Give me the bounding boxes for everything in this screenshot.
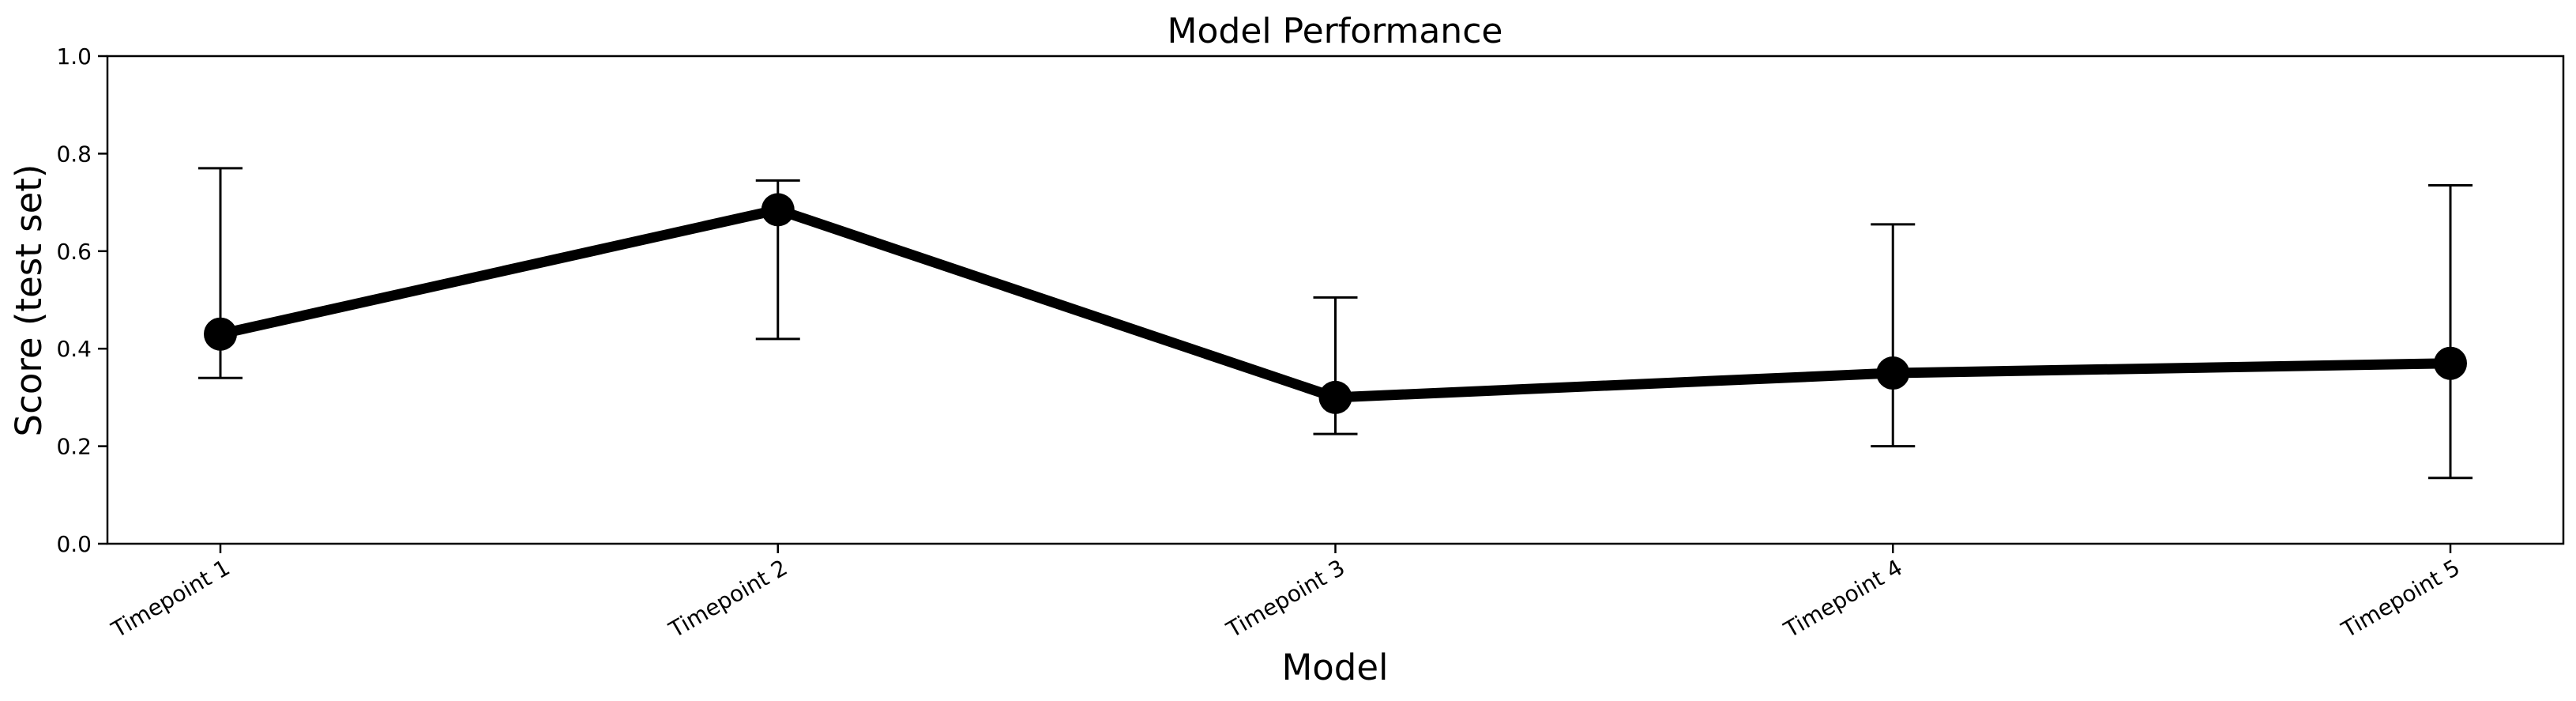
x-tick-label: Timepoint 4 [1779,554,1907,643]
data-point [204,317,237,351]
y-tick-label: 0.0 [56,531,92,557]
y-tick-label: 0.4 [56,336,92,362]
y-tick-label: 1.0 [56,43,92,70]
x-tick-label: Timepoint 3 [1221,554,1349,643]
x-tick-label: Timepoint 2 [664,554,792,643]
y-tick-label: 0.2 [56,434,92,460]
y-tick-label: 0.6 [56,239,92,265]
error-bar [1871,223,1916,448]
data-point [2434,346,2467,380]
y-tick-label: 0.8 [56,141,92,167]
x-axis-label: Model [1281,646,1388,688]
error-bars [198,167,2473,480]
data-point [1876,356,1910,390]
x-tick-label: Timepoint 1 [107,554,235,643]
plot-frame [106,55,2565,545]
data-point [761,193,795,227]
error-bar [2428,184,2473,480]
x-tick-label: Timepoint 5 [2337,554,2465,643]
data-point [1318,380,1352,414]
x-axis-ticks: Timepoint 1 Timepoint 2 Timepoint 3 Timepoi… [107,544,2465,643]
y-axis-label: Score (test set) [8,164,50,437]
chart-title: Model Performance [1168,11,1503,51]
data-points [204,193,2467,414]
y-axis-ticks: 0.0 0.2 0.4 0.6 0.8 1.0 [56,43,107,557]
